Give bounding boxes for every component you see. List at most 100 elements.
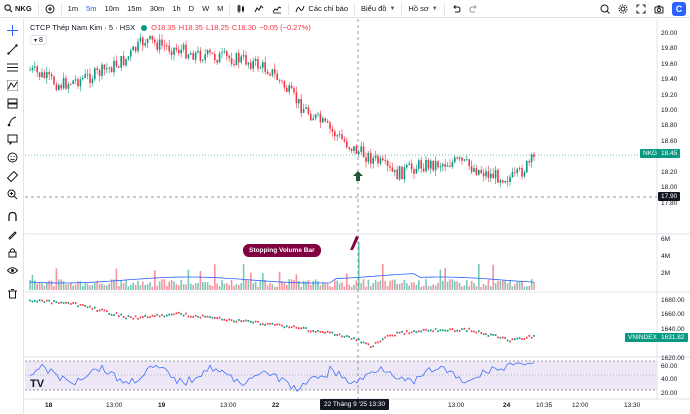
volume-bar — [125, 279, 127, 290]
interval-30m[interactable]: 30m — [149, 4, 165, 13]
volume-bar — [372, 282, 374, 290]
trendline-tool[interactable] — [4, 42, 20, 56]
symbol-search[interactable]: NKG — [0, 0, 36, 18]
magnet-tool[interactable] — [4, 209, 20, 223]
volume-bar — [127, 286, 130, 290]
index-candle — [173, 313, 175, 316]
compare-button[interactable] — [41, 0, 59, 18]
interval-1m[interactable]: 1m — [67, 4, 79, 13]
profile-menu-button[interactable]: Hồ sơ ▼ — [404, 0, 441, 18]
index-candle — [110, 313, 113, 316]
indicators-button[interactable]: Các chỉ báo — [291, 0, 352, 18]
interval-15m[interactable]: 15m — [127, 4, 142, 13]
candle-body — [242, 55, 245, 57]
pattern-tool[interactable] — [4, 78, 20, 92]
index-candle — [494, 334, 497, 337]
index-candle — [422, 328, 425, 331]
index-candle — [98, 309, 101, 312]
index-candle — [317, 329, 319, 332]
volume-bar — [396, 283, 398, 290]
index-candle — [329, 331, 331, 334]
volume-bar — [502, 280, 504, 290]
candle-body — [336, 135, 338, 137]
fullscreen-button[interactable] — [632, 0, 650, 18]
area-style-button[interactable] — [268, 0, 286, 18]
volume-bar — [238, 284, 240, 290]
quick-search-button[interactable] — [596, 0, 614, 18]
lock-tool[interactable] — [4, 245, 20, 259]
interval-d[interactable]: D — [188, 4, 195, 13]
visibility-tool[interactable] — [4, 263, 20, 277]
index-candle — [473, 330, 475, 333]
index-candle — [154, 315, 156, 317]
candle-body — [305, 107, 307, 109]
candle-body — [295, 92, 298, 104]
interval-5m[interactable]: 5m — [86, 4, 97, 13]
volume-bar — [331, 286, 334, 290]
candle-body — [156, 42, 158, 50]
volume-bar — [365, 286, 367, 290]
line-style-button[interactable] — [250, 0, 268, 18]
candle-body — [480, 169, 482, 174]
indicators-collapse-toggle[interactable]: ▾ 8 — [30, 35, 47, 45]
interval-1h[interactable]: 1h — [172, 4, 181, 13]
candle-body — [389, 165, 391, 168]
index-candle — [382, 338, 384, 341]
index-candle — [101, 308, 103, 311]
index-candle — [192, 316, 194, 318]
index-candle — [326, 330, 329, 333]
volume-bar — [247, 280, 250, 290]
candle-body — [403, 167, 406, 180]
volume-bar — [326, 283, 329, 290]
brand-logo[interactable]: C — [672, 2, 686, 16]
candle-body — [497, 170, 499, 183]
stay-drawing-tool[interactable] — [4, 227, 20, 241]
delete-tool[interactable] — [4, 286, 20, 300]
fib-tool[interactable] — [4, 60, 20, 74]
zoom-tool[interactable] — [4, 187, 20, 201]
prediction-tool[interactable] — [4, 96, 20, 110]
candle-body — [266, 71, 269, 75]
volume-ma-line — [29, 273, 535, 284]
text-tool[interactable] — [4, 132, 20, 146]
candle-body — [53, 76, 55, 85]
candle-body — [490, 173, 492, 178]
drawing-toolbar — [0, 19, 24, 414]
candle-body — [415, 168, 418, 174]
volume-bar — [46, 282, 48, 290]
separator — [37, 2, 39, 15]
candle-body — [410, 163, 413, 170]
volume-bar — [521, 280, 523, 290]
indicator-count: 8 — [39, 36, 43, 44]
settings-button[interactable] — [614, 0, 632, 18]
ruler-icon — [6, 170, 18, 182]
bar-style-button[interactable] — [232, 0, 250, 18]
candle-body — [127, 56, 130, 59]
volume-bar — [286, 284, 288, 290]
interval-w[interactable]: W — [202, 4, 210, 13]
chart-menu-button[interactable]: Biểu đồ ▼ — [357, 0, 399, 18]
volume-bar — [226, 283, 228, 290]
snapshot-button[interactable] — [650, 0, 668, 18]
price-axis-label: 19.00 — [661, 107, 678, 114]
chart-canvas[interactable] — [25, 19, 690, 414]
crosshair-tool[interactable] — [4, 23, 20, 37]
indicators-label: Các chỉ báo — [308, 4, 349, 13]
redo-button[interactable] — [465, 0, 483, 18]
tradingview-logo: TV — [30, 378, 45, 390]
brush-tool[interactable] — [4, 114, 20, 128]
candle-body — [461, 157, 463, 161]
index-candle — [221, 318, 223, 321]
redo-icon — [469, 4, 477, 12]
interval-10m[interactable]: 10m — [104, 4, 120, 13]
candle-body — [122, 56, 125, 66]
search-icon — [4, 4, 13, 13]
ruler-tool[interactable] — [4, 169, 20, 183]
emoji-tool[interactable] — [4, 150, 20, 164]
index-candle — [487, 335, 490, 337]
index-candle — [341, 335, 343, 338]
stopping-volume-callout[interactable]: Stopping Volume Bar — [243, 244, 321, 257]
undo-button[interactable] — [447, 0, 465, 18]
interval-m[interactable]: M — [217, 4, 224, 13]
volume-bar — [106, 285, 108, 290]
